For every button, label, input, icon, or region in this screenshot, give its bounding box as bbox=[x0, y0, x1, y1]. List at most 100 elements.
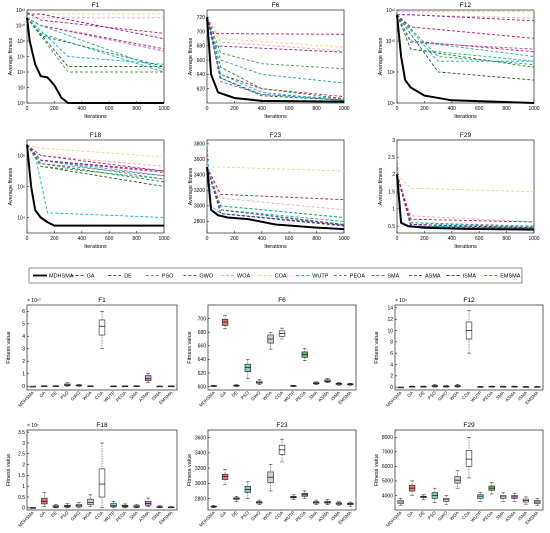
box-coa: COA bbox=[461, 437, 473, 521]
box-body bbox=[98, 468, 106, 498]
y-tick-label: 10⁴ bbox=[17, 215, 25, 221]
legend-item-de: DE bbox=[108, 274, 132, 280]
box-pso: PSO bbox=[59, 382, 71, 400]
convergence-chart-f18: F18 Iterations Average fitness 0 200 400 600 80… bbox=[8, 132, 170, 250]
y-tick-label: 0 bbox=[390, 385, 393, 391]
y-tick-label: 6 bbox=[22, 309, 25, 315]
category-label: GWO bbox=[250, 510, 262, 522]
category-label: COA bbox=[94, 510, 104, 520]
box-gwo: GWO bbox=[437, 385, 450, 402]
y-tick-label: 14 bbox=[387, 306, 393, 312]
box-ga: GA bbox=[219, 314, 229, 398]
plot-area bbox=[396, 139, 535, 234]
series-line-asma bbox=[396, 14, 535, 53]
y-tick-label: 3800 bbox=[194, 142, 205, 148]
x-tick-label: 600 bbox=[475, 236, 484, 242]
box-isma: ISMA bbox=[330, 501, 343, 521]
box-isma: ISMA bbox=[517, 386, 530, 401]
y-tick-label: 1.5 bbox=[18, 473, 25, 479]
x-tick-label: 0 bbox=[26, 236, 29, 242]
y-tick-label: 720 bbox=[197, 15, 206, 21]
series-line-wutp bbox=[206, 17, 345, 102]
y-tick-label: 7000 bbox=[382, 450, 393, 456]
y-axis-label: Average fitness bbox=[378, 37, 384, 75]
legend-label: EMSMA bbox=[500, 274, 521, 280]
box-sma: SMA bbox=[308, 381, 320, 401]
category-label: GA bbox=[406, 510, 414, 518]
y-tick-label: 3400 bbox=[195, 451, 206, 457]
box-gwo: GWO bbox=[70, 384, 83, 402]
x-axis-label: Iterations bbox=[264, 114, 287, 120]
box-coa: COA bbox=[274, 438, 286, 521]
y-tick-label: 1 bbox=[22, 484, 25, 490]
legend-item-pso: PSO bbox=[145, 274, 174, 280]
legend-label: PSO bbox=[162, 274, 174, 280]
box-pso: PSO bbox=[59, 503, 71, 520]
series-line-pso bbox=[396, 14, 535, 57]
box-de: DE bbox=[418, 385, 427, 398]
x-axis-label: Iterations bbox=[264, 244, 287, 250]
y-tick-label: 3000 bbox=[195, 481, 206, 487]
series-line-woa bbox=[396, 174, 535, 223]
y-tick-label: 3600 bbox=[194, 157, 205, 163]
box-ga: GA bbox=[406, 385, 416, 398]
category-label: GA bbox=[38, 510, 46, 518]
y-tick-label: 10⁸ bbox=[387, 70, 395, 76]
category-label: GA bbox=[406, 390, 414, 398]
box-woa: WOA bbox=[449, 384, 461, 401]
y-tick-label: 680 bbox=[197, 44, 206, 50]
x-tick-label: 400 bbox=[258, 106, 267, 112]
box-gwo: GWO bbox=[250, 499, 263, 522]
y-tick-label: 2 bbox=[22, 462, 25, 468]
box-pso: PSO bbox=[240, 481, 251, 520]
x-tick-label: 1000 bbox=[338, 106, 349, 112]
y-tick-label: 6 bbox=[390, 351, 393, 357]
series-line-de bbox=[26, 144, 165, 172]
y-tick-label: 2 bbox=[390, 374, 393, 380]
series-line-mdhsma bbox=[26, 144, 164, 227]
category-label: SMA bbox=[308, 390, 318, 400]
box-de: DE bbox=[231, 496, 240, 518]
series-line-ga bbox=[396, 14, 535, 39]
y-axis-label: Average fitness bbox=[378, 167, 384, 205]
category-label: ISMA bbox=[151, 390, 162, 401]
x-axis-label: Iterations bbox=[454, 244, 477, 250]
y-tick-label: 640 bbox=[197, 72, 206, 78]
category-label: GA bbox=[38, 390, 46, 398]
box-gwo: GWO bbox=[437, 495, 450, 522]
x-tick-label: 200 bbox=[50, 236, 59, 242]
chart-title: F1 bbox=[92, 2, 100, 9]
series-line-de bbox=[206, 17, 345, 53]
y-tick-label: 2.5 bbox=[388, 155, 395, 161]
x-tick-label: 200 bbox=[230, 236, 239, 242]
box-gwo: GWO bbox=[70, 502, 83, 522]
legend-label: COA bbox=[275, 274, 287, 280]
x-tick-label: 400 bbox=[448, 106, 457, 112]
series-line-de bbox=[206, 166, 345, 226]
y-tick-label: 660 bbox=[198, 344, 207, 350]
y-tick-label: 1 bbox=[22, 372, 25, 378]
y-tick-label: 12 bbox=[387, 317, 393, 323]
series-line-gwo bbox=[206, 166, 345, 225]
y-tick-label: 10⁰ bbox=[17, 101, 25, 107]
box-isma: ISMA bbox=[151, 505, 163, 521]
y-axis-multiplier: × 10⁷ bbox=[27, 423, 39, 429]
y-tick-label: 4 bbox=[22, 334, 25, 340]
chart-title: F6 bbox=[278, 297, 286, 304]
legend-item-woa: WOA bbox=[221, 274, 250, 280]
series-line-wutp bbox=[206, 166, 345, 222]
y-tick-label: 2800 bbox=[194, 219, 205, 225]
y-tick-label: 3 bbox=[392, 138, 395, 144]
box-sma: SMA bbox=[128, 504, 140, 521]
series-line-pso bbox=[206, 166, 345, 218]
y-tick-label: 3 bbox=[22, 347, 25, 353]
legend-frame bbox=[28, 267, 523, 284]
y-tick-label: 10⁴ bbox=[17, 70, 25, 76]
box-pso: PSO bbox=[427, 384, 438, 400]
series-line-de bbox=[396, 174, 535, 229]
series-line-de bbox=[27, 13, 165, 40]
y-tick-label: 2 bbox=[22, 359, 25, 365]
